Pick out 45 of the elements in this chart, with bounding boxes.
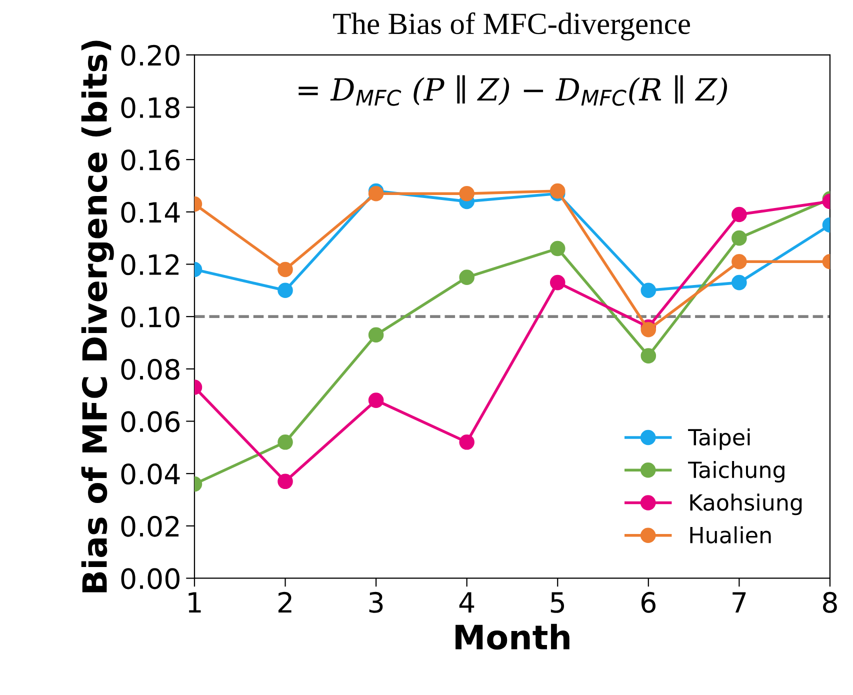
y-tick-label: 0.02 [121,516,179,537]
legend-label: Taipei [688,428,750,450]
point [368,392,384,408]
chart-title: The Bias of MFC-divergence [333,12,690,40]
point [368,327,384,343]
point [550,240,566,256]
x-tick-label: 1 [188,592,201,613]
point [459,270,474,285]
point [278,262,293,278]
legend-label: Taichung [688,461,784,483]
y-tick-label: 0.08 [121,358,180,380]
legend-label: Hualien [690,526,771,544]
point [278,474,293,490]
x-tick-label: 4 [459,592,474,613]
point [459,434,474,450]
point [640,322,656,338]
point [278,434,293,450]
point [459,186,474,202]
y-axis-title: Bias of MFC Divergence (bits) [81,40,114,592]
legend-label: Kaohsiung [690,494,802,516]
point [732,274,747,290]
y-tick-label: 0.16 [121,150,180,171]
point [732,206,747,222]
point [732,230,747,246]
y-tick-label: 0.14 [121,202,180,223]
y-tick-label: 0.10 [121,306,180,328]
y-tick-label: 0.06 [121,411,180,432]
y-tick-label: 0.20 [121,44,180,66]
x-tick-label: 2 [278,592,292,613]
x-tick-label: 3 [369,592,383,613]
y-tick-label: 0.12 [121,254,179,276]
point [640,282,656,298]
x-tick-label: 6 [642,592,656,613]
annotation: = D$_{MFC}$ (P ∥ Z) − D$_{MFC}$(R ∥ Z) [298,75,727,106]
x-tick-label: 7 [732,592,746,613]
point [732,254,747,270]
x-axis-title: Month [456,624,570,650]
y-tick-label: 0.18 [121,97,180,118]
x-tick-label: 8 [823,592,837,613]
point [550,274,566,290]
point [278,282,293,298]
point [640,348,656,364]
x-tick-label: 5 [550,592,564,613]
y-tick-label: 0.04 [121,464,180,485]
y-tick-label: 0.00 [121,568,180,590]
